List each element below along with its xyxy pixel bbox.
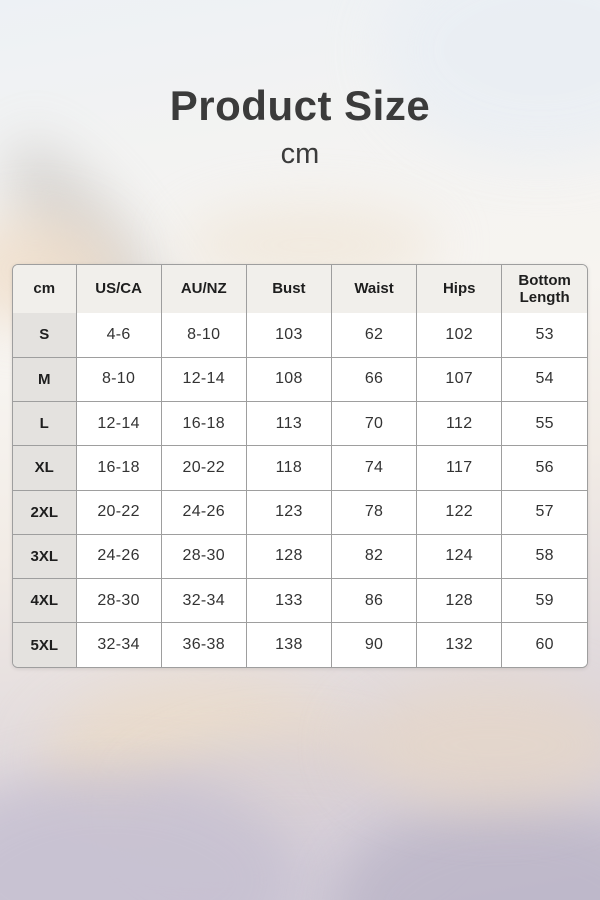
measurement-cell: 107 (416, 357, 503, 403)
cloud-shape (330, 800, 600, 900)
measurement-cell: 58 (501, 534, 587, 580)
measurement-cell: 8-10 (76, 357, 162, 403)
measurement-cell: 82 (331, 534, 418, 580)
measurement-cell: 133 (246, 578, 332, 624)
size-label-cell: 3XL (13, 534, 77, 580)
table-row: L 12-14 16-18 113 70 112 55 (13, 401, 587, 447)
measurement-cell: 112 (416, 401, 503, 447)
table-row: 2XL 20-22 24-26 123 78 122 57 (13, 490, 587, 535)
size-label-cell: M (13, 357, 77, 403)
measurement-cell: 54 (501, 357, 587, 403)
measurement-cell: 138 (246, 622, 332, 667)
measurement-cell: 16-18 (76, 445, 162, 491)
measurement-cell: 86 (331, 578, 418, 624)
measurement-cell: 20-22 (161, 445, 247, 491)
cloud-shape (140, 740, 440, 880)
table-row: 5XL 32-34 36-38 138 90 132 60 (13, 622, 587, 667)
table-header-row: cm US/CA AU/NZ Bust Waist Hips Bottom Length (13, 265, 587, 313)
measurement-cell: 28-30 (161, 534, 247, 580)
table-row: 3XL 24-26 28-30 128 82 124 58 (13, 534, 587, 580)
size-chart-table: cm US/CA AU/NZ Bust Waist Hips Bottom Length S… (13, 265, 587, 667)
measurement-cell: 66 (331, 357, 418, 403)
cloud-shape (40, 680, 370, 840)
measurement-cell: 103 (246, 313, 332, 358)
column-header: cm (13, 265, 77, 313)
size-label-cell: 5XL (13, 622, 77, 667)
measurement-cell: 70 (331, 401, 418, 447)
column-header: Waist (331, 265, 418, 313)
measurement-cell: 117 (416, 445, 503, 491)
measurement-cell: 128 (246, 534, 332, 580)
measurement-cell: 122 (416, 490, 503, 535)
column-header: Hips (416, 265, 503, 313)
measurement-cell: 28-30 (76, 578, 162, 624)
size-label-cell: XL (13, 445, 77, 491)
measurement-cell: 36-38 (161, 622, 247, 667)
measurement-cell: 53 (501, 313, 587, 358)
measurement-cell: 20-22 (76, 490, 162, 535)
table-row: M 8-10 12-14 108 66 107 54 (13, 357, 587, 403)
measurement-cell: 60 (501, 622, 587, 667)
measurement-cell: 24-26 (161, 490, 247, 535)
table-body: S 4-6 8-10 103 62 102 53 M 8-10 12-14 108 66 107 54 L 1… (13, 313, 587, 667)
size-chart-table-container: cm US/CA AU/NZ Bust Waist Hips Bottom Length S… (12, 264, 588, 668)
measurement-cell: 32-34 (76, 622, 162, 667)
column-header: Bust (246, 265, 332, 313)
measurement-cell: 55 (501, 401, 587, 447)
measurement-cell: 74 (331, 445, 418, 491)
page-title: Product Size (169, 82, 431, 129)
measurement-cell: 4-6 (76, 313, 162, 358)
measurement-cell: 123 (246, 490, 332, 535)
table-header: cm US/CA AU/NZ Bust Waist Hips Bottom Length (13, 265, 587, 313)
measurement-cell: 56 (501, 445, 587, 491)
measurement-cell: 102 (416, 313, 503, 358)
measurement-cell: 113 (246, 401, 332, 447)
measurement-cell: 24-26 (76, 534, 162, 580)
size-label-cell: 4XL (13, 578, 77, 624)
table-row: XL 16-18 20-22 118 74 117 56 (13, 445, 587, 491)
measurement-cell: 108 (246, 357, 332, 403)
size-label-cell: S (13, 313, 77, 358)
measurement-cell: 90 (331, 622, 418, 667)
column-header: Bottom Length (501, 265, 587, 313)
measurement-cell: 12-14 (161, 357, 247, 403)
size-label-cell: L (13, 401, 77, 447)
table-row: S 4-6 8-10 103 62 102 53 (13, 313, 587, 358)
measurement-cell: 8-10 (161, 313, 247, 358)
column-header: US/CA (76, 265, 162, 313)
column-header: AU/NZ (161, 265, 247, 313)
measurement-cell: 118 (246, 445, 332, 491)
measurement-cell: 32-34 (161, 578, 247, 624)
measurement-cell: 57 (501, 490, 587, 535)
header: Product Size cm (0, 0, 600, 171)
cloud-shape (350, 680, 600, 810)
measurement-cell: 16-18 (161, 401, 247, 447)
unit-subtitle: cm (280, 138, 320, 170)
measurement-cell: 62 (331, 313, 418, 358)
measurement-cell: 132 (416, 622, 503, 667)
measurement-cell: 128 (416, 578, 503, 624)
table-row: 4XL 28-30 32-34 133 86 128 59 (13, 578, 587, 624)
cloud-shape (0, 770, 300, 900)
measurement-cell: 12-14 (76, 401, 162, 447)
measurement-cell: 59 (501, 578, 587, 624)
size-label-cell: 2XL (13, 490, 77, 535)
measurement-cell: 78 (331, 490, 418, 535)
measurement-cell: 124 (416, 534, 503, 580)
